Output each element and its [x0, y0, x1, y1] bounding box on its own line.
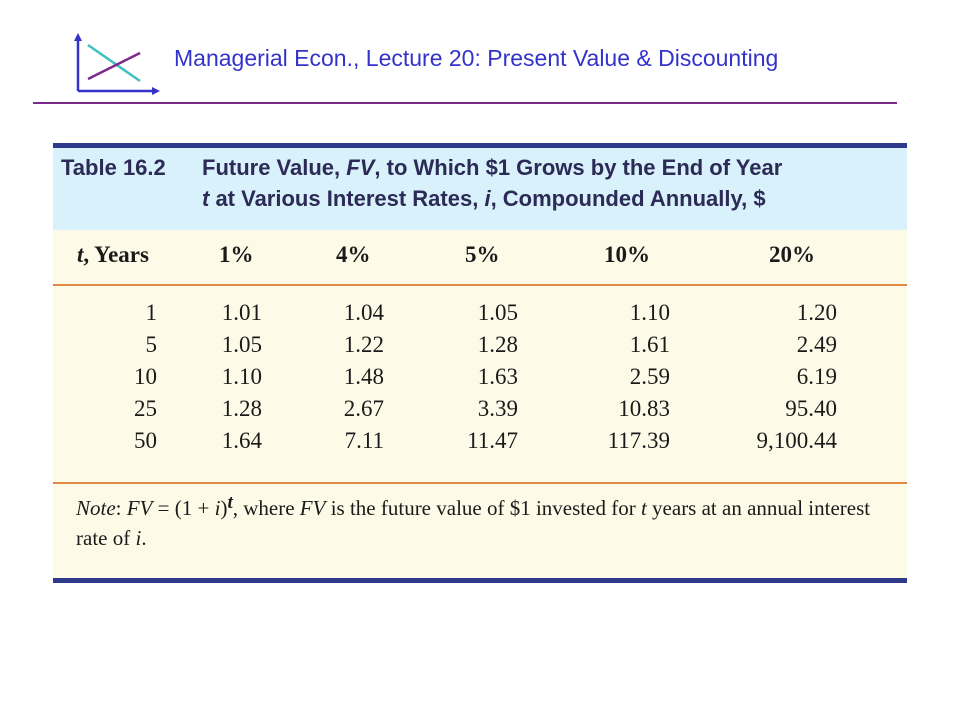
table-note: Note: FV = (1 + i)t, where FV is the fut… [76, 492, 871, 550]
value-cell: 1.10 [629, 300, 670, 325]
column-header: 10% [604, 242, 650, 267]
column-header: 4% [336, 242, 371, 267]
year-cell: 50 [134, 428, 157, 453]
column-header: 20% [769, 242, 815, 267]
value-cell: 3.39 [477, 396, 518, 421]
year-cell: 5 [145, 332, 158, 357]
year-cell: 25 [134, 396, 157, 421]
header-rule [53, 284, 907, 286]
value-cell: 9,100.44 [756, 428, 838, 453]
value-cell: 117.39 [607, 428, 670, 453]
value-cell: 1.48 [343, 364, 384, 389]
value-cell: 7.11 [344, 428, 384, 453]
table-caption-band [53, 148, 907, 230]
table-bottom-border [53, 578, 907, 583]
column-header: t, Years [77, 242, 149, 267]
value-cell: 1.05 [477, 300, 518, 325]
slide-title: Managerial Econ., Lecture 20: Present Va… [174, 45, 779, 71]
table-caption-line2: t at Various Interest Rates, i, Compound… [202, 186, 766, 211]
value-cell: 1.64 [221, 428, 262, 453]
table-caption-line1: Future Value, FV, to Which $1 Grows by t… [202, 155, 783, 180]
value-cell: 1.01 [221, 300, 262, 325]
logo-icon [68, 33, 164, 97]
value-cell: 1.05 [221, 332, 262, 357]
value-cell: 1.20 [796, 300, 837, 325]
value-cell: 2.67 [343, 396, 384, 421]
value-cell: 1.04 [343, 300, 384, 325]
column-header: 1% [219, 242, 254, 267]
table-top-border [53, 143, 907, 148]
value-cell: 1.28 [221, 396, 262, 421]
value-cell: 1.63 [477, 364, 518, 389]
year-cell: 10 [134, 364, 157, 389]
value-cell: 95.40 [785, 396, 837, 421]
value-cell: 1.28 [477, 332, 518, 357]
value-cell: 11.47 [467, 428, 518, 453]
table-label: Table 16.2 [61, 155, 166, 180]
value-cell: 10.83 [618, 396, 670, 421]
value-cell: 1.61 [629, 332, 670, 357]
value-cell: 2.49 [796, 332, 837, 357]
note-rule [53, 482, 907, 484]
column-header: 5% [465, 242, 500, 267]
title-divider [33, 102, 897, 104]
value-cell: 1.22 [343, 332, 384, 357]
value-cell: 6.19 [796, 364, 837, 389]
value-cell: 1.10 [221, 364, 262, 389]
future-value-table: Table 16.2 Future Value, FV, to Which $1… [53, 143, 907, 583]
value-cell: 2.59 [629, 364, 670, 389]
year-cell: 1 [145, 300, 158, 325]
